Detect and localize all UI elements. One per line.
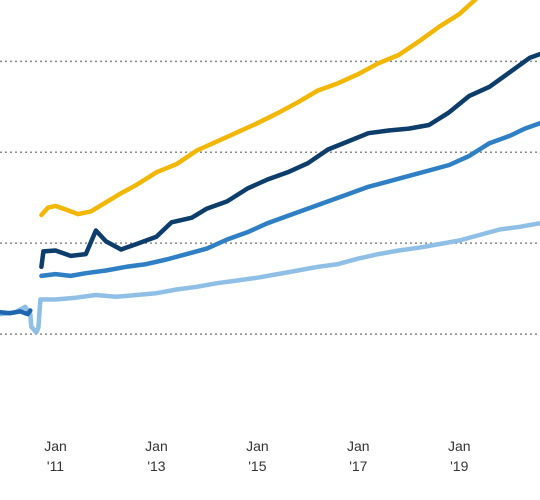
series-line-3 — [39, 120, 540, 279]
x-tick-4: Jan '15 — [246, 438, 269, 474]
series-line-1 — [39, 0, 479, 218]
series-line-4 — [0, 220, 540, 335]
x-tick-3: Jan '13 — [145, 438, 168, 474]
x-tick-5: Jan '17 — [347, 438, 370, 474]
series-line-2 — [39, 51, 540, 270]
x-tick-label: Jan — [44, 438, 67, 454]
x-tick-label: '15 — [248, 458, 266, 474]
x-tick-label: '19 — [450, 458, 468, 474]
x-tick-label: '17 — [349, 458, 367, 474]
x-tick-label: '13 — [147, 458, 165, 474]
x-tick-2: Jan '11 — [44, 438, 67, 474]
x-tick-label: '11 — [47, 458, 64, 474]
x-tick-label: Jan — [448, 438, 471, 454]
x-tick-label: Jan — [145, 438, 168, 454]
series-lines — [0, 0, 540, 335]
x-tick-label: Jan — [246, 438, 269, 454]
series-line-5 — [0, 308, 33, 317]
x-tick-label: Jan — [347, 438, 370, 454]
gridlines — [0, 60, 540, 335]
x-tick-6: Jan '19 — [448, 438, 471, 474]
